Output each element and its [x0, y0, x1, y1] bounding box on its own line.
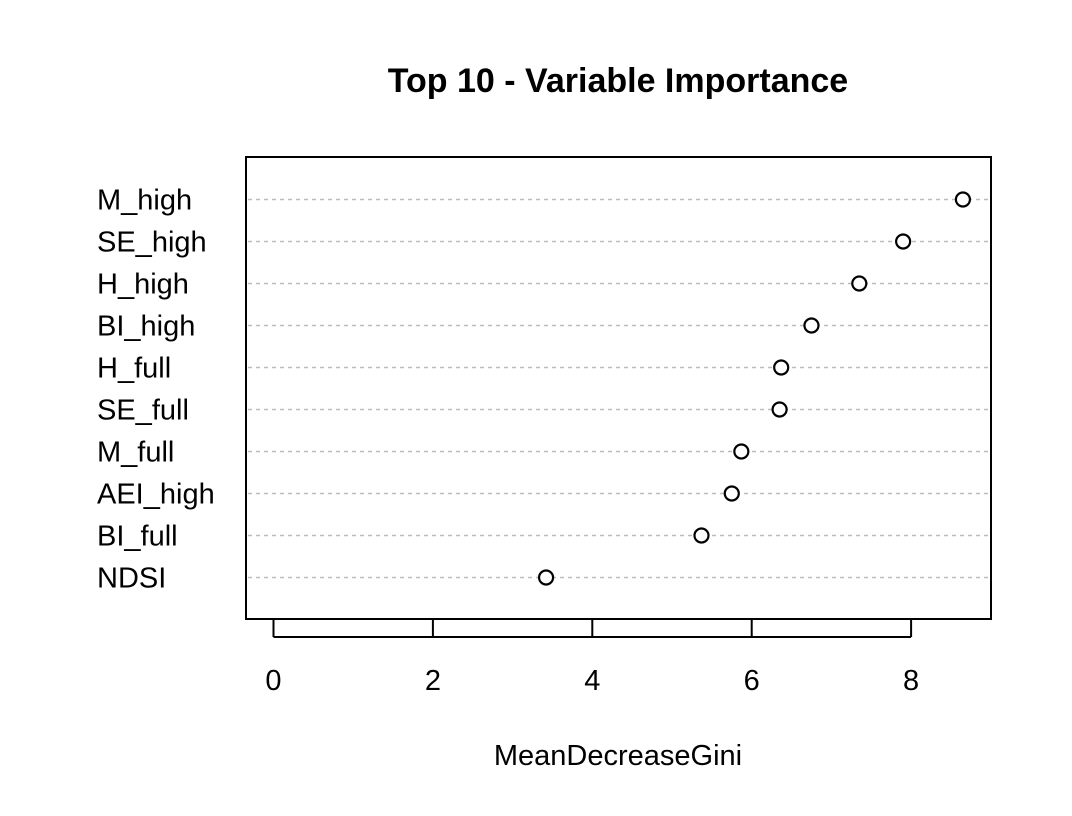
x-tick-label: 2 — [425, 665, 441, 697]
category-label: AEI_high — [97, 479, 215, 511]
data-point — [803, 317, 820, 334]
x-axis: 0 2 4 6 8 — [265, 619, 919, 697]
category-label: M_high — [97, 185, 192, 217]
x-tick-label: 4 — [584, 665, 600, 697]
data-point — [851, 275, 868, 292]
x-axis-label: MeanDecreaseGini — [494, 740, 742, 772]
data-points — [537, 191, 972, 586]
category-label: H_high — [97, 269, 189, 301]
category-labels: M_high SE_high H_high BI_high H_full SE_full M… — [97, 185, 215, 595]
data-point — [773, 359, 790, 376]
category-label: NDSI — [97, 563, 166, 595]
category-label: M_full — [97, 437, 174, 469]
grid-lines — [248, 198, 989, 579]
data-point — [537, 569, 555, 586]
data-point — [693, 527, 710, 544]
data-point — [771, 401, 788, 418]
data-point — [723, 485, 740, 502]
x-tick-label: 6 — [744, 665, 760, 697]
x-ticks: 0 2 4 6 8 — [265, 619, 919, 697]
category-label: BI_high — [97, 311, 195, 343]
plot-frame — [245, 156, 992, 620]
data-point — [954, 191, 972, 208]
x-tick-label: 8 — [903, 665, 919, 697]
chart-title: Top 10 - Variable Importance — [388, 62, 848, 100]
category-label: SE_full — [97, 395, 189, 427]
data-point — [895, 233, 912, 250]
data-point — [733, 443, 750, 460]
category-label: SE_high — [97, 227, 207, 259]
x-tick-label: 0 — [265, 665, 281, 697]
category-label: H_full — [97, 353, 171, 385]
category-label: BI_full — [97, 521, 178, 553]
